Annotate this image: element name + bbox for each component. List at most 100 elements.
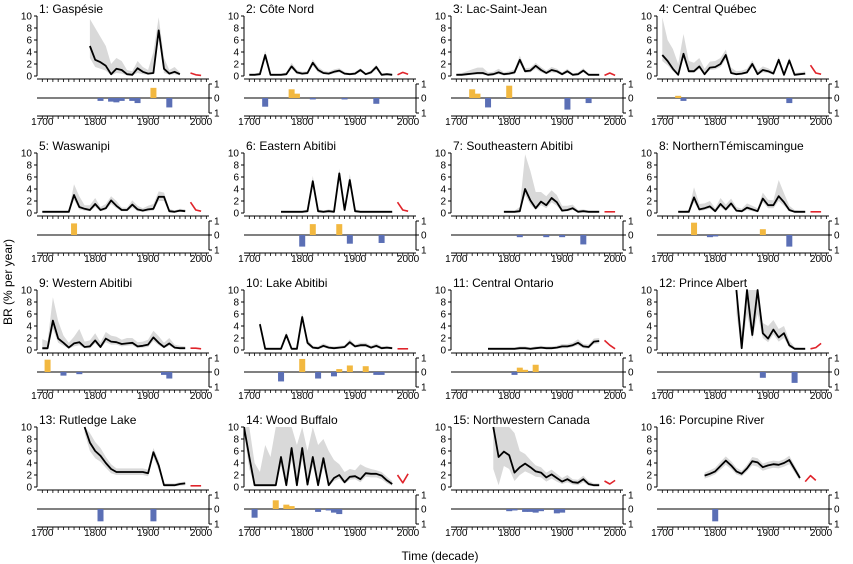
- positive-anomaly-bar: [309, 224, 316, 235]
- y-tick-label: 0: [233, 209, 239, 220]
- x-tick-label: 2000: [810, 528, 833, 539]
- y-tick-label: 2: [233, 471, 239, 482]
- y-tick-label: 6: [233, 36, 239, 47]
- y-tick-label: 2: [646, 471, 652, 482]
- negative-anomaly-bar: [516, 235, 523, 238]
- positive-anomaly-bar: [299, 358, 306, 372]
- panel-title: 12: Prince Albert: [659, 276, 748, 290]
- y-tick-label: 4: [26, 48, 32, 59]
- x-tick-label: 1800: [84, 117, 107, 128]
- y-tick-label: 8: [440, 298, 446, 309]
- sub-y-tick-label: 1: [421, 80, 427, 91]
- sub-y-tick-label: 0: [214, 505, 220, 516]
- y-tick-label: 8: [233, 298, 239, 309]
- x-tick-label: 1900: [757, 254, 780, 265]
- y-tick-label: 8: [440, 435, 446, 446]
- x-tick-label: 1700: [651, 528, 674, 539]
- sub-y-tick-label: 0: [214, 94, 220, 105]
- y-tick-label: 2: [646, 334, 652, 345]
- y-tick-label: 10: [21, 12, 33, 23]
- negative-anomaly-bar: [330, 372, 337, 377]
- confidence-band: [503, 154, 600, 213]
- negative-anomaly-bar: [150, 509, 157, 522]
- sub-y-tick-label: 0: [421, 231, 427, 242]
- recent-burn-rate-line: [397, 71, 409, 76]
- y-tick-label: 10: [435, 12, 447, 23]
- x-tick-label: 1800: [498, 391, 521, 402]
- negative-anomaly-bar: [299, 235, 306, 247]
- burn-rate-line: [249, 54, 393, 76]
- y-tick-label: 2: [440, 471, 446, 482]
- y-tick-label: 6: [440, 447, 446, 458]
- x-tick-label: 1800: [498, 528, 521, 539]
- negative-anomaly-bar: [315, 509, 322, 512]
- negative-anomaly-bar: [527, 509, 534, 512]
- negative-anomaly-bar: [506, 509, 513, 512]
- sub-y-tick-label: 1: [214, 383, 220, 394]
- x-tick-label: 2000: [397, 254, 420, 265]
- sub-y-tick-label: 0: [628, 94, 634, 105]
- positive-anomaly-bar: [346, 365, 353, 372]
- negative-anomaly-bar: [585, 98, 592, 104]
- positive-anomaly-bar: [474, 93, 481, 98]
- y-tick-label: 10: [435, 149, 447, 160]
- panel-title: 14: Wood Buffalo: [246, 413, 338, 427]
- positive-anomaly-bar: [691, 222, 698, 235]
- sub-y-tick-label: 0: [628, 231, 634, 242]
- positive-anomaly-bar: [150, 87, 157, 98]
- confidence-band: [244, 427, 393, 487]
- y-tick-label: 10: [21, 286, 33, 297]
- negative-anomaly-bar: [113, 98, 120, 103]
- y-tick-label: 8: [233, 161, 239, 172]
- x-tick-label: 1900: [551, 391, 574, 402]
- y-tick-label: 8: [26, 298, 32, 309]
- y-tick-label: 0: [646, 209, 652, 220]
- y-tick-label: 6: [440, 36, 446, 47]
- x-tick-label: 1700: [238, 117, 261, 128]
- x-tick-label: 1800: [498, 117, 521, 128]
- confidence-band: [89, 17, 180, 76]
- y-tick-label: 4: [233, 48, 239, 59]
- sub-y-tick-label: 1: [834, 217, 840, 228]
- y-tick-label: 2: [233, 197, 239, 208]
- y-tick-label: 8: [26, 24, 32, 35]
- x-tick-label: 1800: [84, 254, 107, 265]
- sub-y-tick-label: 1: [834, 491, 840, 502]
- x-tick-label: 2000: [397, 391, 420, 402]
- y-tick-label: 0: [440, 346, 446, 357]
- sub-y-tick-label: 1: [834, 520, 840, 531]
- y-tick-label: 4: [440, 48, 446, 59]
- positive-anomaly-bar: [532, 364, 539, 372]
- sub-y-tick-label: 1: [834, 80, 840, 91]
- y-tick-label: 6: [440, 173, 446, 184]
- positive-anomaly-bar: [336, 224, 343, 235]
- x-tick-label: 1800: [704, 254, 727, 265]
- negative-anomaly-bar: [680, 98, 687, 101]
- negative-anomaly-bar: [564, 98, 571, 110]
- y-tick-label: 8: [646, 24, 652, 35]
- x-tick-label: 2000: [810, 254, 833, 265]
- y-tick-label: 2: [646, 197, 652, 208]
- sub-y-tick-label: 1: [421, 383, 427, 394]
- x-tick-label: 2000: [810, 391, 833, 402]
- sub-y-tick-label: 1: [214, 217, 220, 228]
- y-tick-label: 6: [26, 310, 32, 321]
- y-tick-label: 10: [435, 423, 447, 434]
- y-tick-label: 2: [26, 334, 32, 345]
- negative-anomaly-bar: [346, 235, 353, 244]
- x-tick-label: 1800: [704, 528, 727, 539]
- x-tick-label: 1900: [344, 117, 367, 128]
- y-tick-label: 6: [646, 36, 652, 47]
- y-tick-label: 10: [21, 423, 33, 434]
- negative-anomaly-bar: [580, 235, 587, 245]
- recent-burn-rate-line: [603, 339, 616, 350]
- y-tick-label: 2: [26, 471, 32, 482]
- y-tick-label: 8: [26, 435, 32, 446]
- panel-title: 16: Porcupine River: [659, 413, 764, 427]
